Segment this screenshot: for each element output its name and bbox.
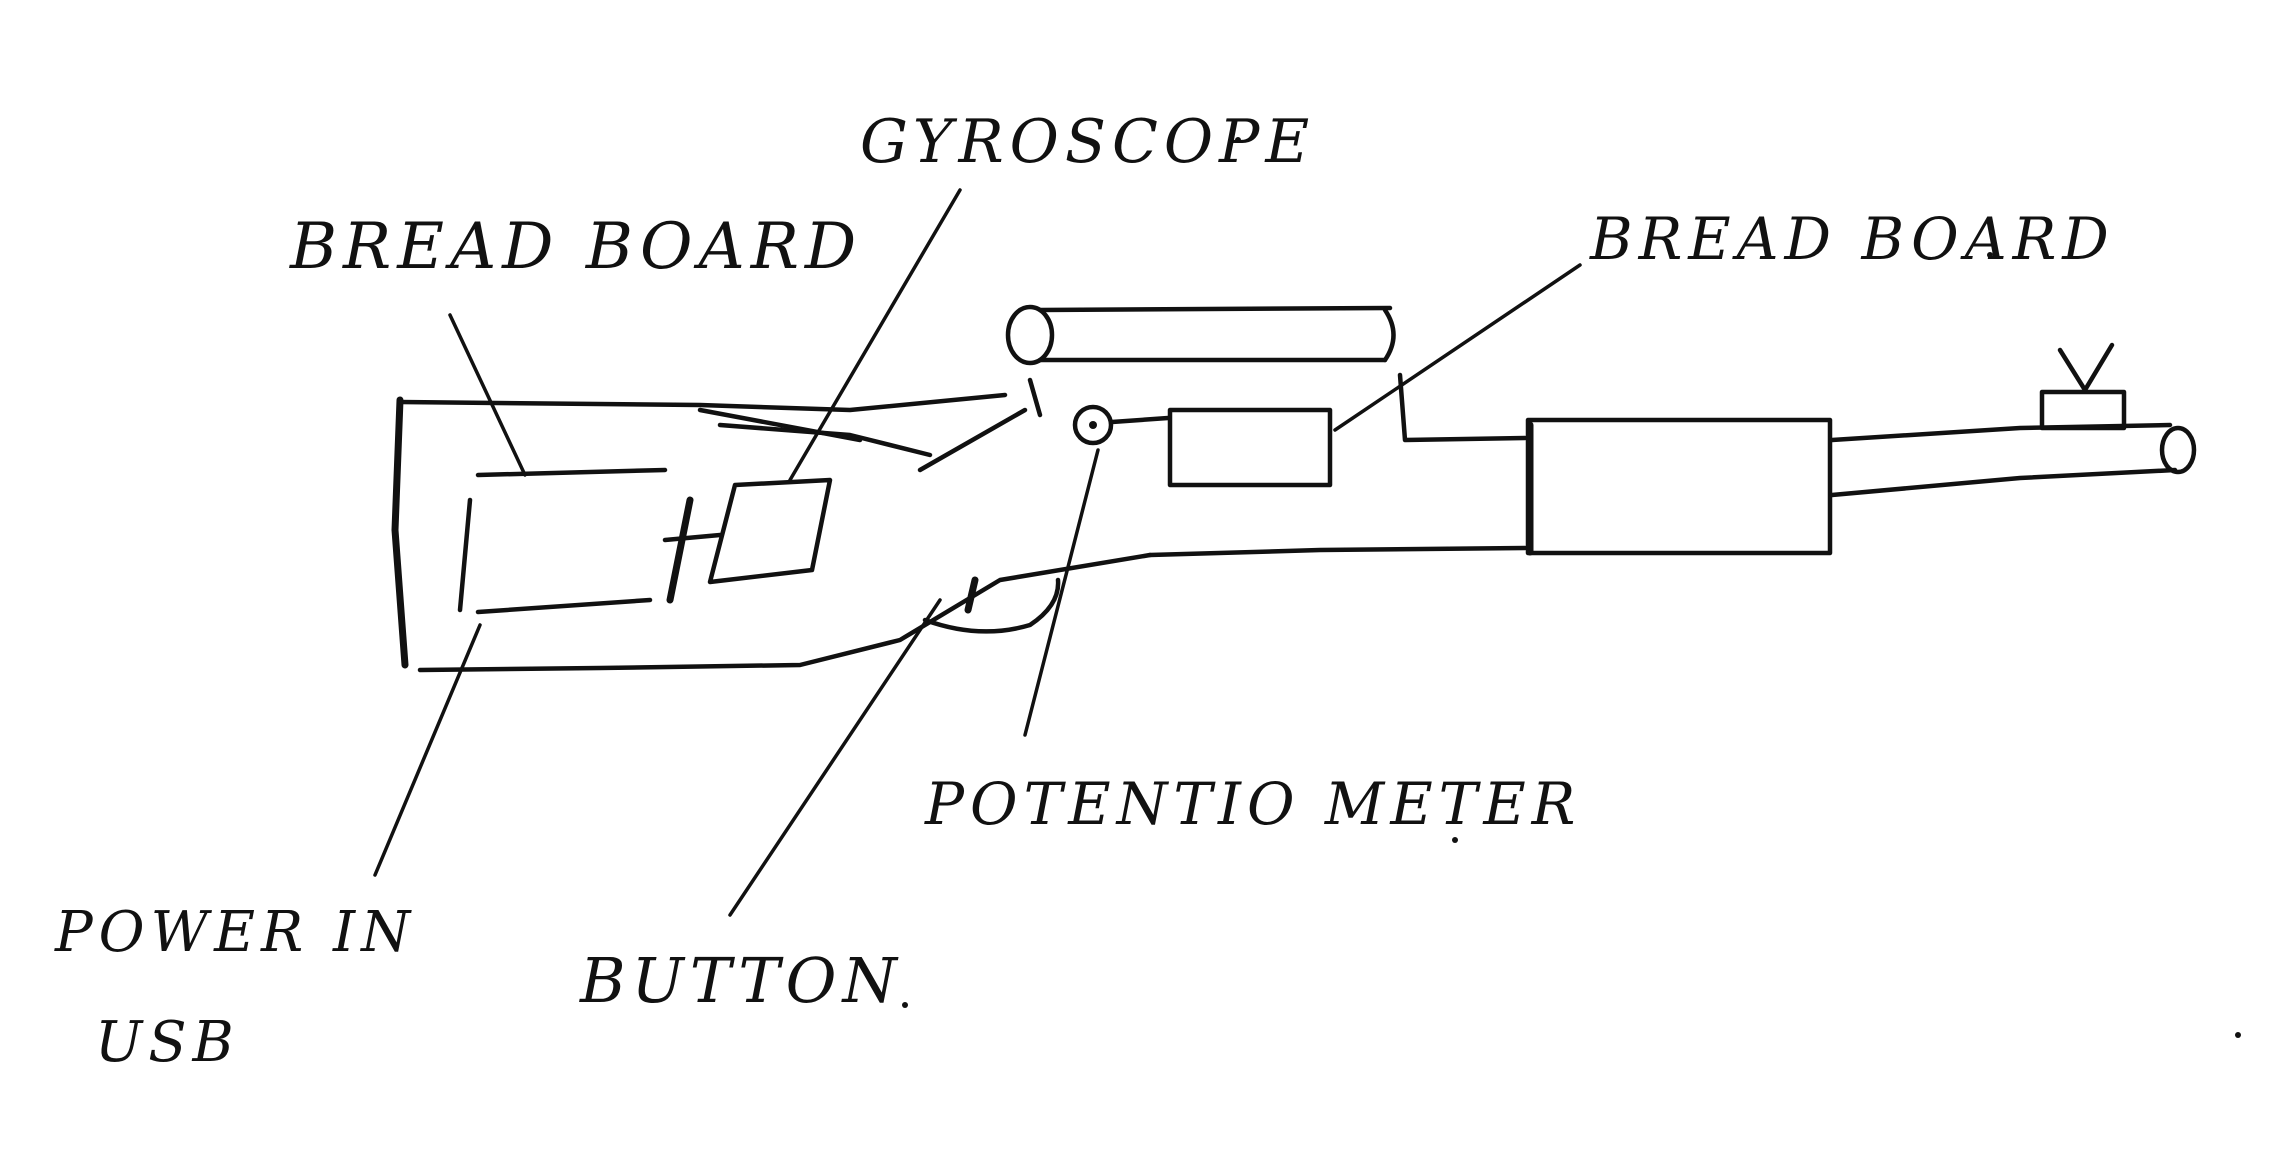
rifle-outline (391, 304, 2197, 673)
stock-top-edge (397, 392, 1008, 413)
potentiometer-wire (1109, 415, 1171, 425)
receiver-step (1027, 377, 1043, 418)
leader-breadboard-right (1333, 263, 1582, 432)
handguard-box (1525, 417, 1833, 556)
front-sight-base (2039, 389, 2127, 431)
label-gyroscope: GYROSCOPE (860, 107, 1316, 177)
muzzle (2159, 425, 2197, 475)
leader-power-in (373, 623, 482, 877)
scope-objective (1382, 307, 1396, 363)
scope-eyepiece (1005, 304, 1055, 366)
wire-3 (917, 407, 1028, 473)
button-shape (964, 576, 979, 614)
label-usb: USB (95, 1010, 240, 1075)
label-breadboard-right: BREAD BOARD (1590, 205, 2115, 273)
right-breadboard-shape (1167, 407, 1333, 488)
label-breadboard-left: BREAD BOARD (290, 210, 863, 284)
stock-bottom-edge (417, 552, 1153, 673)
receiver-bottom (1147, 545, 1528, 558)
gyroscope-shape (707, 477, 833, 585)
label-power-in: POWER IN (55, 900, 417, 965)
trigger-guard (922, 577, 1061, 634)
wire-1 (717, 422, 933, 458)
leader-gyroscope (788, 188, 962, 482)
stock-butt-plate (391, 396, 409, 669)
scope-top (1037, 305, 1393, 313)
barrel-bottom (1829, 467, 2178, 498)
receiver-rear-wall (1397, 372, 1528, 443)
leader-potentiometer (1023, 448, 1100, 737)
leader-button (728, 598, 942, 917)
potentiometer-shape (1072, 404, 1114, 446)
wire-2 (697, 407, 863, 443)
label-potentiometer: POTENTIO METER (925, 770, 1582, 838)
front-sight-v (2057, 342, 2115, 393)
leader-breadboard-left (448, 313, 527, 477)
left-breadboard-shape (457, 467, 723, 615)
label-button: BUTTON (580, 944, 903, 1017)
